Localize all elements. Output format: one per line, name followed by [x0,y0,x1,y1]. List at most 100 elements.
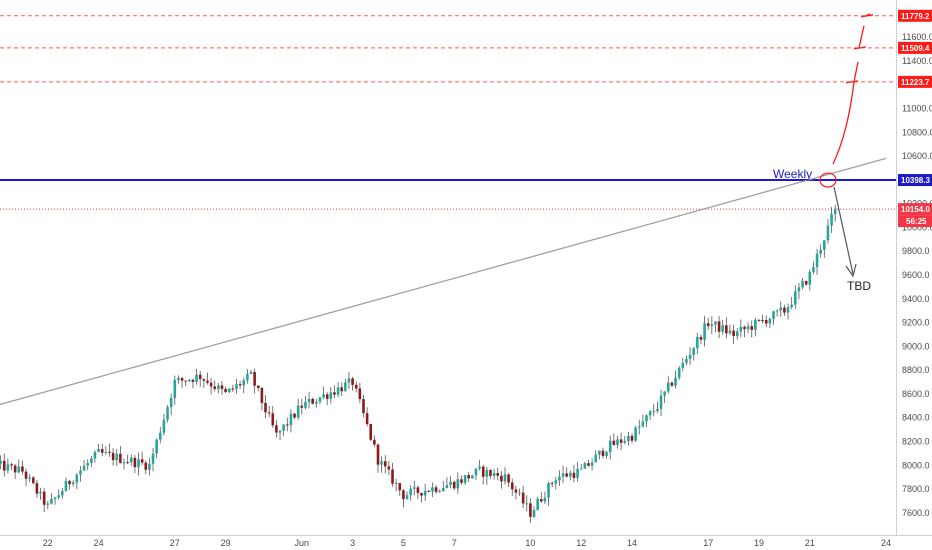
candle [235,378,238,394]
price-tick-label: 10600.0 [902,151,932,161]
price-tick-label: 11400.0 [902,56,932,66]
candle [793,285,797,310]
candle [391,462,394,487]
candle [398,482,402,496]
candle [133,455,137,474]
candle [750,320,754,338]
candle [812,261,815,275]
candle [256,385,260,392]
candle [598,450,601,460]
candle [572,464,576,483]
svg-text:11509.4: 11509.4 [901,44,930,53]
candle [383,455,387,474]
candle [706,317,710,330]
candle [728,324,732,336]
candle [108,443,111,457]
candle [242,377,246,394]
candle [717,315,721,339]
candle [246,368,249,384]
candle [329,386,333,404]
candle [50,493,53,505]
candle [561,465,565,483]
candle [180,376,184,388]
candle [6,458,10,474]
candle [61,487,64,499]
candle [249,369,253,375]
trend-line-layer [0,157,887,406]
candle [158,427,162,444]
candle [394,478,398,492]
candle [779,301,783,317]
candle [144,460,148,475]
candle [412,480,416,496]
candle [547,481,550,506]
candle [804,280,808,286]
candle [474,467,478,480]
candle [663,391,666,403]
candle [434,484,438,495]
candle [641,414,645,428]
candle [772,310,775,325]
candle [126,454,129,465]
candle [819,244,822,258]
price-tick-label: 9800.0 [902,246,930,256]
candle [344,378,347,392]
candle [21,460,24,475]
candle [525,495,529,512]
candle [296,399,300,420]
candle [605,450,608,459]
candle [17,459,21,474]
time-tick-label: 27 [170,538,180,548]
candle [0,455,2,470]
candle [815,248,819,275]
candle [612,433,616,446]
price-tick-label: 7600.0 [902,508,930,518]
candle [492,468,496,480]
price-tick-label: 11000.0 [902,103,932,113]
candle [260,386,264,411]
candle [184,380,187,387]
candle [699,334,703,344]
candle [703,315,706,347]
candle [569,470,572,481]
candle [775,309,779,317]
candle [427,489,431,493]
candle [82,459,86,471]
price-tick-label: 8400.0 [902,413,930,423]
candle [449,476,452,489]
candle [278,429,282,441]
candle [86,459,90,471]
time-tick-label: 21 [805,538,815,548]
candle [122,458,126,470]
candle [387,461,391,476]
candle [579,463,583,470]
arrow-head-icon [845,263,857,278]
price-badges: 11779.2 11509.4 11223.7 10398.3 10154.0 56:25 [898,9,932,228]
candle [358,382,362,404]
candle [90,456,93,468]
candle [155,438,158,459]
candle [710,316,714,335]
candle [761,314,764,324]
candle [31,476,35,485]
time-tick-label: 17 [703,538,713,548]
candle [656,401,659,414]
candle [195,368,198,385]
svg-text:11223.7: 11223.7 [901,78,930,87]
time-tick-label: 22 [43,538,53,548]
annotations: Weekly TBD [773,13,874,293]
candle [587,459,590,467]
down-arrow-line [833,186,854,275]
price-tick-label: 10800.0 [902,127,932,137]
candle [271,405,275,428]
price-tick-label: 8600.0 [902,389,930,399]
candle [46,500,50,510]
candle [601,447,605,459]
candle [608,435,612,460]
time-axis[interactable]: 22 24 27 29 Jun 3 5 7 10 12 14 17 19 21 24 [43,538,891,548]
candle [213,380,217,392]
candle [714,321,717,333]
candlesticks [0,204,837,523]
candle [503,467,507,485]
price-tick-label: 11600.0 [902,32,932,42]
